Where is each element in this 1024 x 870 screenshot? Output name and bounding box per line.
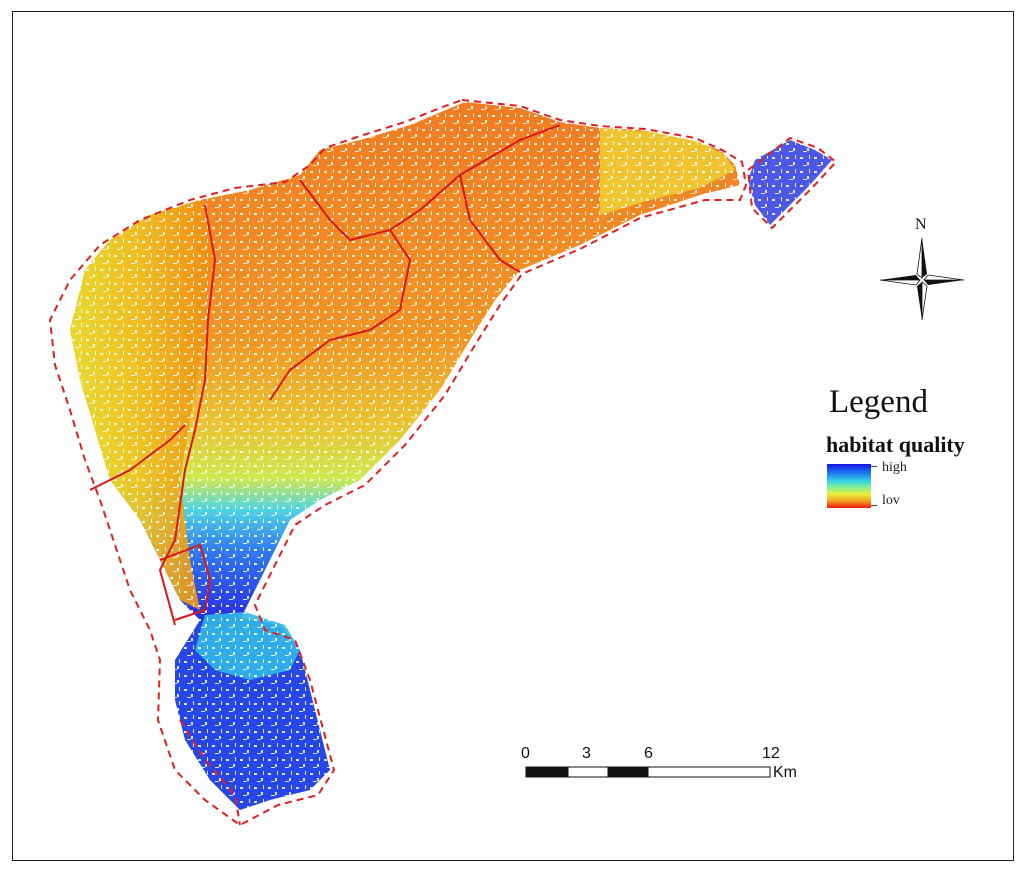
scale-seg-3	[607, 766, 649, 778]
habitat-region	[60, 95, 840, 815]
legend-label-low: lov	[882, 493, 900, 508]
scale-seg-2	[567, 766, 609, 778]
north-arrow	[879, 237, 965, 321]
north-arrow-s-half	[921, 281, 928, 321]
north-arrow-e-half	[923, 274, 965, 281]
legend-tick-high	[871, 466, 877, 467]
north-arrow-n-half	[916, 237, 923, 279]
scale-tick-0: 0	[521, 745, 530, 762]
scale-bar	[525, 766, 771, 778]
scale-unit: Km	[773, 764, 797, 781]
legend-title: Legend	[829, 384, 928, 420]
scale-seg-1	[525, 766, 569, 778]
scale-tick-12: 12	[762, 745, 780, 762]
north-label: N	[915, 216, 927, 233]
district-line-4	[269, 229, 412, 401]
legend-label-high: high	[882, 460, 907, 475]
legend-color-ramp	[827, 464, 871, 508]
north-arrow-w-half	[879, 279, 921, 286]
scale-tick-6: 6	[644, 745, 653, 762]
study-area-boundary	[48, 98, 748, 827]
legend-subtitle: habitat quality	[826, 432, 965, 457]
legend-tick-low	[871, 505, 877, 506]
scale-seg-4	[647, 766, 771, 778]
district-boundaries	[89, 124, 561, 626]
scale-tick-3: 3	[582, 745, 591, 762]
region-speckle-overlay	[60, 95, 840, 815]
district-line-6	[159, 543, 212, 621]
district-line-1	[158, 204, 217, 626]
east-tip-boundary	[746, 136, 838, 230]
district-line-2	[89, 424, 186, 491]
south-inner-boundary	[179, 719, 241, 826]
district-line-3	[299, 124, 561, 242]
district-line-5	[459, 174, 521, 273]
